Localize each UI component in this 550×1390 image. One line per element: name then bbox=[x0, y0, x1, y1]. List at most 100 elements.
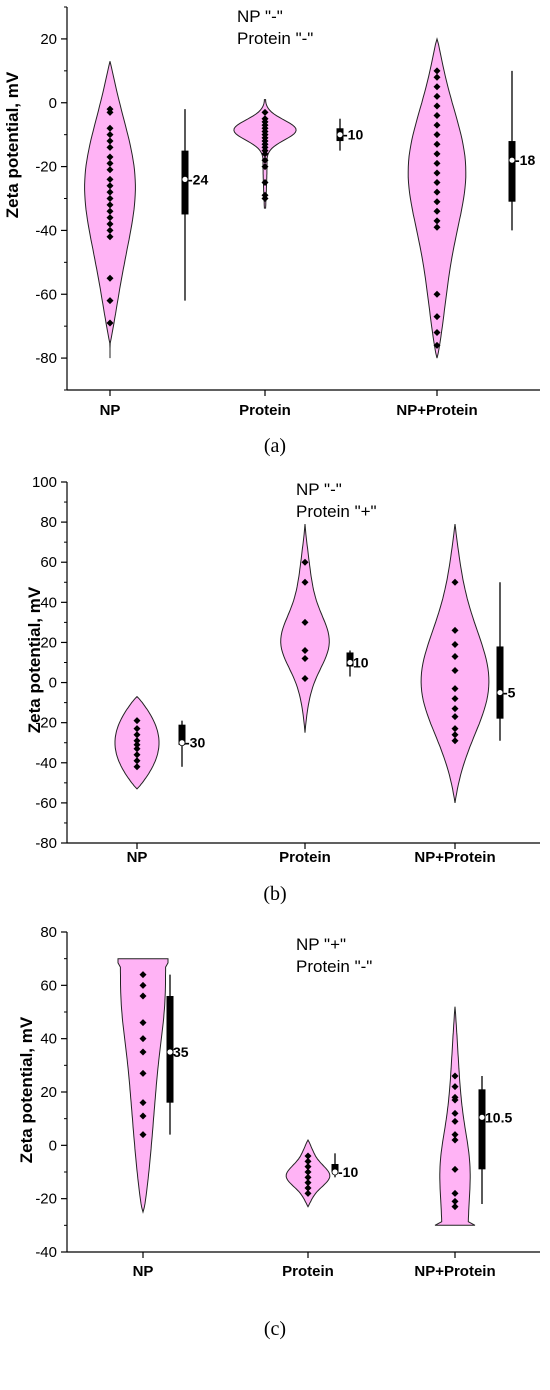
median-label: -10 bbox=[338, 1164, 358, 1180]
y-tick-label: -80 bbox=[35, 350, 57, 367]
data-point bbox=[261, 108, 269, 116]
data-point bbox=[301, 675, 309, 683]
data-point bbox=[106, 153, 114, 161]
data-point bbox=[451, 737, 459, 745]
data-point bbox=[451, 1165, 459, 1173]
violin-shape bbox=[117, 958, 169, 1214]
y-tick-label: 60 bbox=[40, 977, 57, 994]
data-point bbox=[106, 274, 114, 282]
data-point bbox=[304, 1152, 312, 1160]
data-point bbox=[133, 737, 141, 745]
data-point bbox=[139, 1048, 147, 1056]
data-point bbox=[301, 618, 309, 626]
y-tick-label: 100 bbox=[32, 474, 57, 491]
y-tick-label: -80 bbox=[35, 835, 57, 852]
x-tick-label: Protein bbox=[239, 402, 291, 419]
y-tick-label: -40 bbox=[35, 222, 57, 239]
median-label: 10 bbox=[353, 655, 369, 671]
panel-caption: (c) bbox=[264, 1318, 286, 1340]
data-point bbox=[304, 1189, 312, 1197]
chart-annotation: Protein "-" bbox=[237, 29, 313, 48]
x-tick-label: NP+Protein bbox=[396, 402, 477, 419]
data-point bbox=[139, 1112, 147, 1120]
data-point bbox=[106, 159, 114, 167]
y-tick-label: -40 bbox=[35, 1244, 57, 1261]
median-label: -30 bbox=[185, 735, 205, 751]
data-point bbox=[433, 329, 441, 337]
chart-annotation: NP "+" bbox=[296, 935, 346, 954]
median-label: -18 bbox=[515, 152, 535, 168]
chart-panel-1: 20 0 -20 -40 -60 -80 NP Protein NP+Protein Zeta p… bbox=[3, 6, 540, 457]
data-point bbox=[451, 705, 459, 713]
box-iqr bbox=[178, 724, 186, 745]
data-point bbox=[451, 652, 459, 660]
y-tick-label: 0 bbox=[49, 95, 57, 112]
chart-annotation: Protein "+" bbox=[296, 502, 377, 521]
data-point bbox=[139, 1035, 147, 1043]
median-label: 35 bbox=[173, 1044, 189, 1060]
median-marker bbox=[508, 156, 516, 164]
data-point bbox=[451, 626, 459, 634]
data-point bbox=[451, 695, 459, 703]
y-tick-label: -20 bbox=[35, 715, 57, 732]
y-tick-label: 40 bbox=[40, 1031, 57, 1048]
data-point bbox=[433, 169, 441, 177]
chart-panel-2: 100 80 60 40 20 0 -20 -40 -60 -80 NP Protein NP+Prot… bbox=[25, 474, 540, 905]
data-point bbox=[133, 717, 141, 725]
data-point bbox=[139, 992, 147, 1000]
data-point bbox=[106, 226, 114, 234]
y-tick-label: 20 bbox=[40, 31, 57, 48]
data-point bbox=[139, 981, 147, 989]
data-point bbox=[451, 1197, 459, 1205]
data-point bbox=[301, 578, 309, 586]
y-tick-label: -20 bbox=[35, 159, 57, 176]
y-tick-label: 0 bbox=[49, 675, 57, 692]
data-point bbox=[261, 195, 269, 202]
data-point bbox=[433, 92, 441, 100]
data-point bbox=[106, 214, 114, 222]
data-point bbox=[139, 1019, 147, 1027]
median-marker bbox=[166, 1048, 174, 1056]
data-point bbox=[139, 1099, 147, 1107]
panel-caption: (b) bbox=[263, 883, 286, 905]
data-point bbox=[133, 725, 141, 733]
chart-panel-3: 80 60 40 20 0 -20 -40 NP Protein NP+Protein Zeta p… bbox=[17, 924, 540, 1340]
data-point bbox=[451, 1189, 459, 1197]
data-point bbox=[451, 1109, 459, 1117]
data-point bbox=[433, 179, 441, 187]
data-point bbox=[433, 121, 441, 129]
x-tick-label: Protein bbox=[282, 1263, 334, 1280]
data-point bbox=[433, 217, 441, 225]
data-point bbox=[304, 1184, 312, 1192]
median-marker bbox=[496, 689, 504, 696]
x-tick-label: NP+Protein bbox=[414, 849, 495, 866]
y-tick-label: -60 bbox=[35, 286, 57, 303]
data-point bbox=[139, 1069, 147, 1077]
data-point bbox=[133, 741, 141, 749]
data-point bbox=[301, 558, 309, 566]
y-tick-label: 80 bbox=[40, 924, 57, 941]
data-point bbox=[261, 163, 269, 171]
y-tick-label: 40 bbox=[40, 594, 57, 611]
data-point bbox=[433, 131, 441, 139]
data-point bbox=[433, 150, 441, 158]
data-point bbox=[451, 725, 459, 733]
data-point bbox=[433, 112, 441, 120]
box-iqr bbox=[496, 646, 504, 719]
data-point bbox=[261, 150, 269, 158]
data-point bbox=[304, 1163, 312, 1171]
y-tick-label: 20 bbox=[40, 1084, 57, 1101]
chart-annotation: Protein "-" bbox=[296, 957, 372, 976]
data-point bbox=[433, 140, 441, 148]
data-point bbox=[451, 1096, 459, 1104]
data-point bbox=[133, 751, 141, 759]
data-point bbox=[139, 1131, 147, 1139]
data-point bbox=[133, 763, 141, 771]
data-point bbox=[106, 297, 114, 305]
data-point bbox=[433, 207, 441, 215]
data-point bbox=[451, 731, 459, 739]
chart-annotation: NP "-" bbox=[296, 480, 342, 499]
data-point bbox=[433, 102, 441, 110]
chart-annotation: NP "-" bbox=[237, 7, 283, 26]
